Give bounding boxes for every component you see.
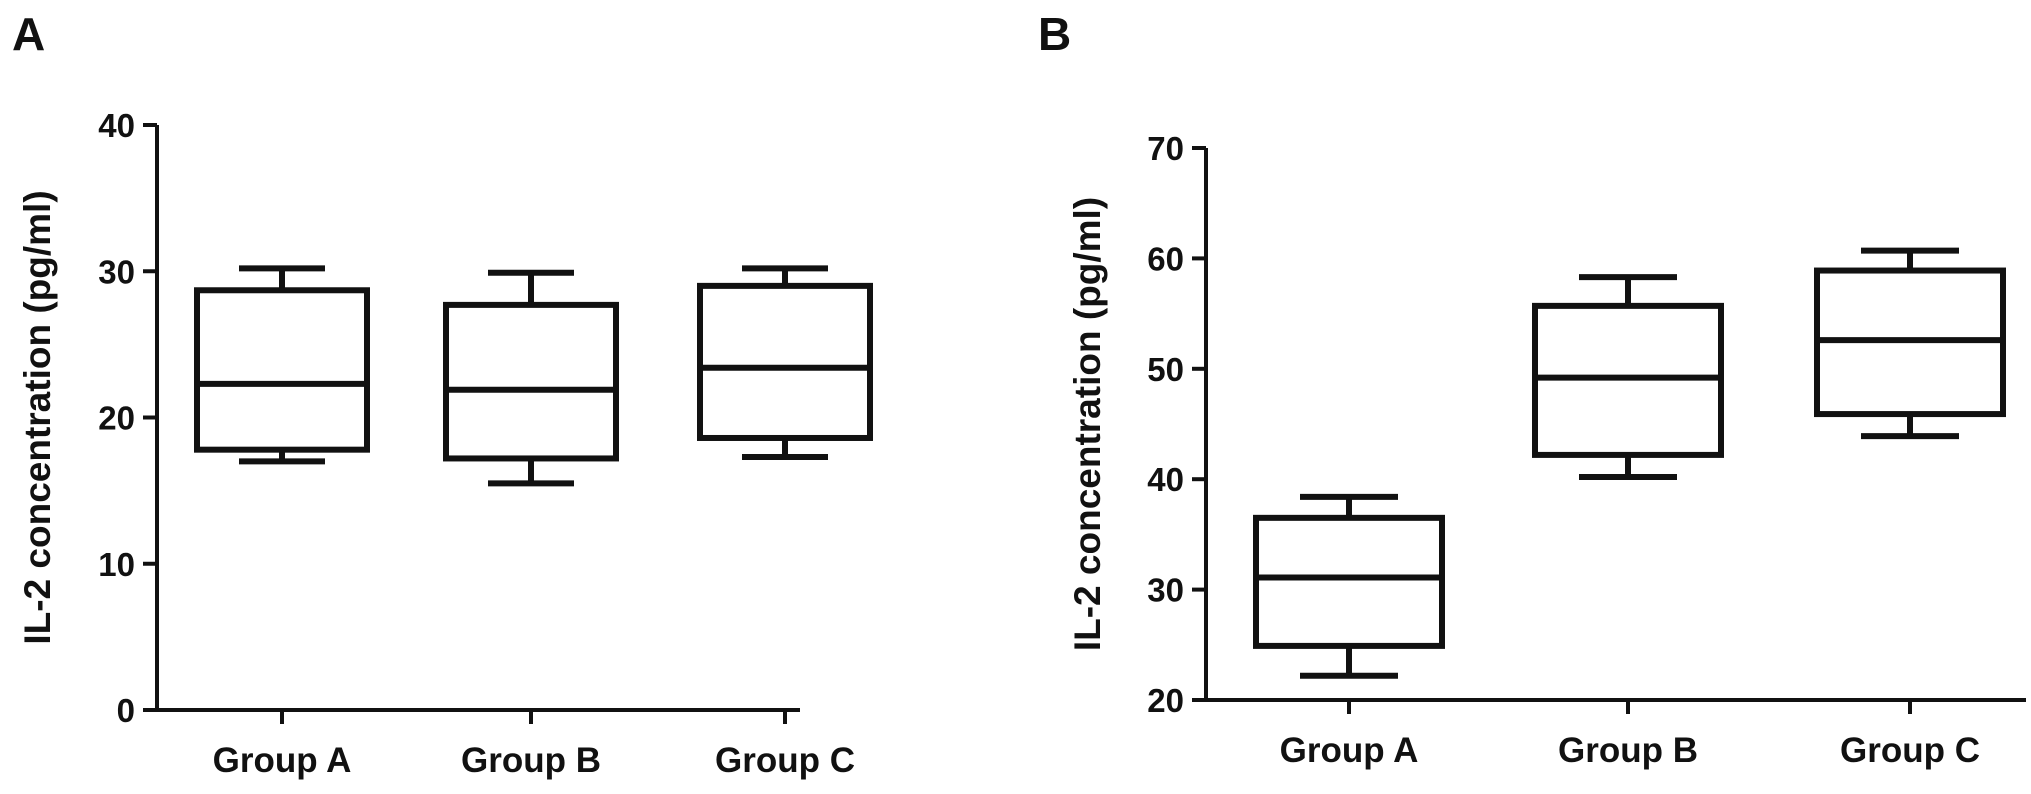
x-category-label: Group B [461, 741, 601, 780]
box-group-a [194, 265, 370, 465]
y-tick-label: 50 [1147, 351, 1184, 388]
iqr-box [1253, 514, 1445, 649]
y-tick-label: 0 [117, 692, 135, 729]
iqr-box [443, 301, 619, 462]
y-tick-label: 10 [98, 546, 135, 583]
y-axis-title: IL-2 concentration (pg/ml) [1067, 197, 1108, 651]
box-group-a [1253, 493, 1445, 679]
y-tick-label: 60 [1147, 240, 1184, 277]
panel-letter: A [12, 8, 45, 60]
iqr-box [697, 282, 873, 441]
y-tick-label: 30 [1147, 572, 1184, 609]
y-tick-label: 20 [98, 400, 135, 437]
box-group-b [1532, 274, 1724, 480]
x-category-label: Group A [1280, 731, 1419, 770]
y-tick-label: 30 [98, 253, 135, 290]
x-category-label: Group C [1840, 731, 1980, 770]
y-tick-label: 70 [1147, 130, 1184, 167]
panel-letter: B [1038, 8, 1071, 60]
box-group-b [443, 269, 619, 487]
y-tick-label: 20 [1147, 682, 1184, 719]
chart-panel-a: A 0 10 20 30 40 IL-2 concentration (pg/ml) Grou… [12, 8, 873, 780]
y-tick-label: 40 [98, 107, 135, 144]
box-group-c [697, 265, 873, 460]
iqr-box [194, 287, 370, 453]
box-group-c [1814, 247, 2006, 440]
y-axis-title: IL-2 concentration (pg/ml) [17, 190, 58, 644]
x-category-label: Group C [715, 741, 855, 780]
x-category-label: Group B [1558, 731, 1698, 770]
chart-panel-b: B 20 30 40 50 60 70 IL-2 concentration (pg/ml) G… [1038, 8, 2026, 770]
x-category-label: Group A [213, 741, 352, 780]
y-tick-label: 40 [1147, 461, 1184, 498]
